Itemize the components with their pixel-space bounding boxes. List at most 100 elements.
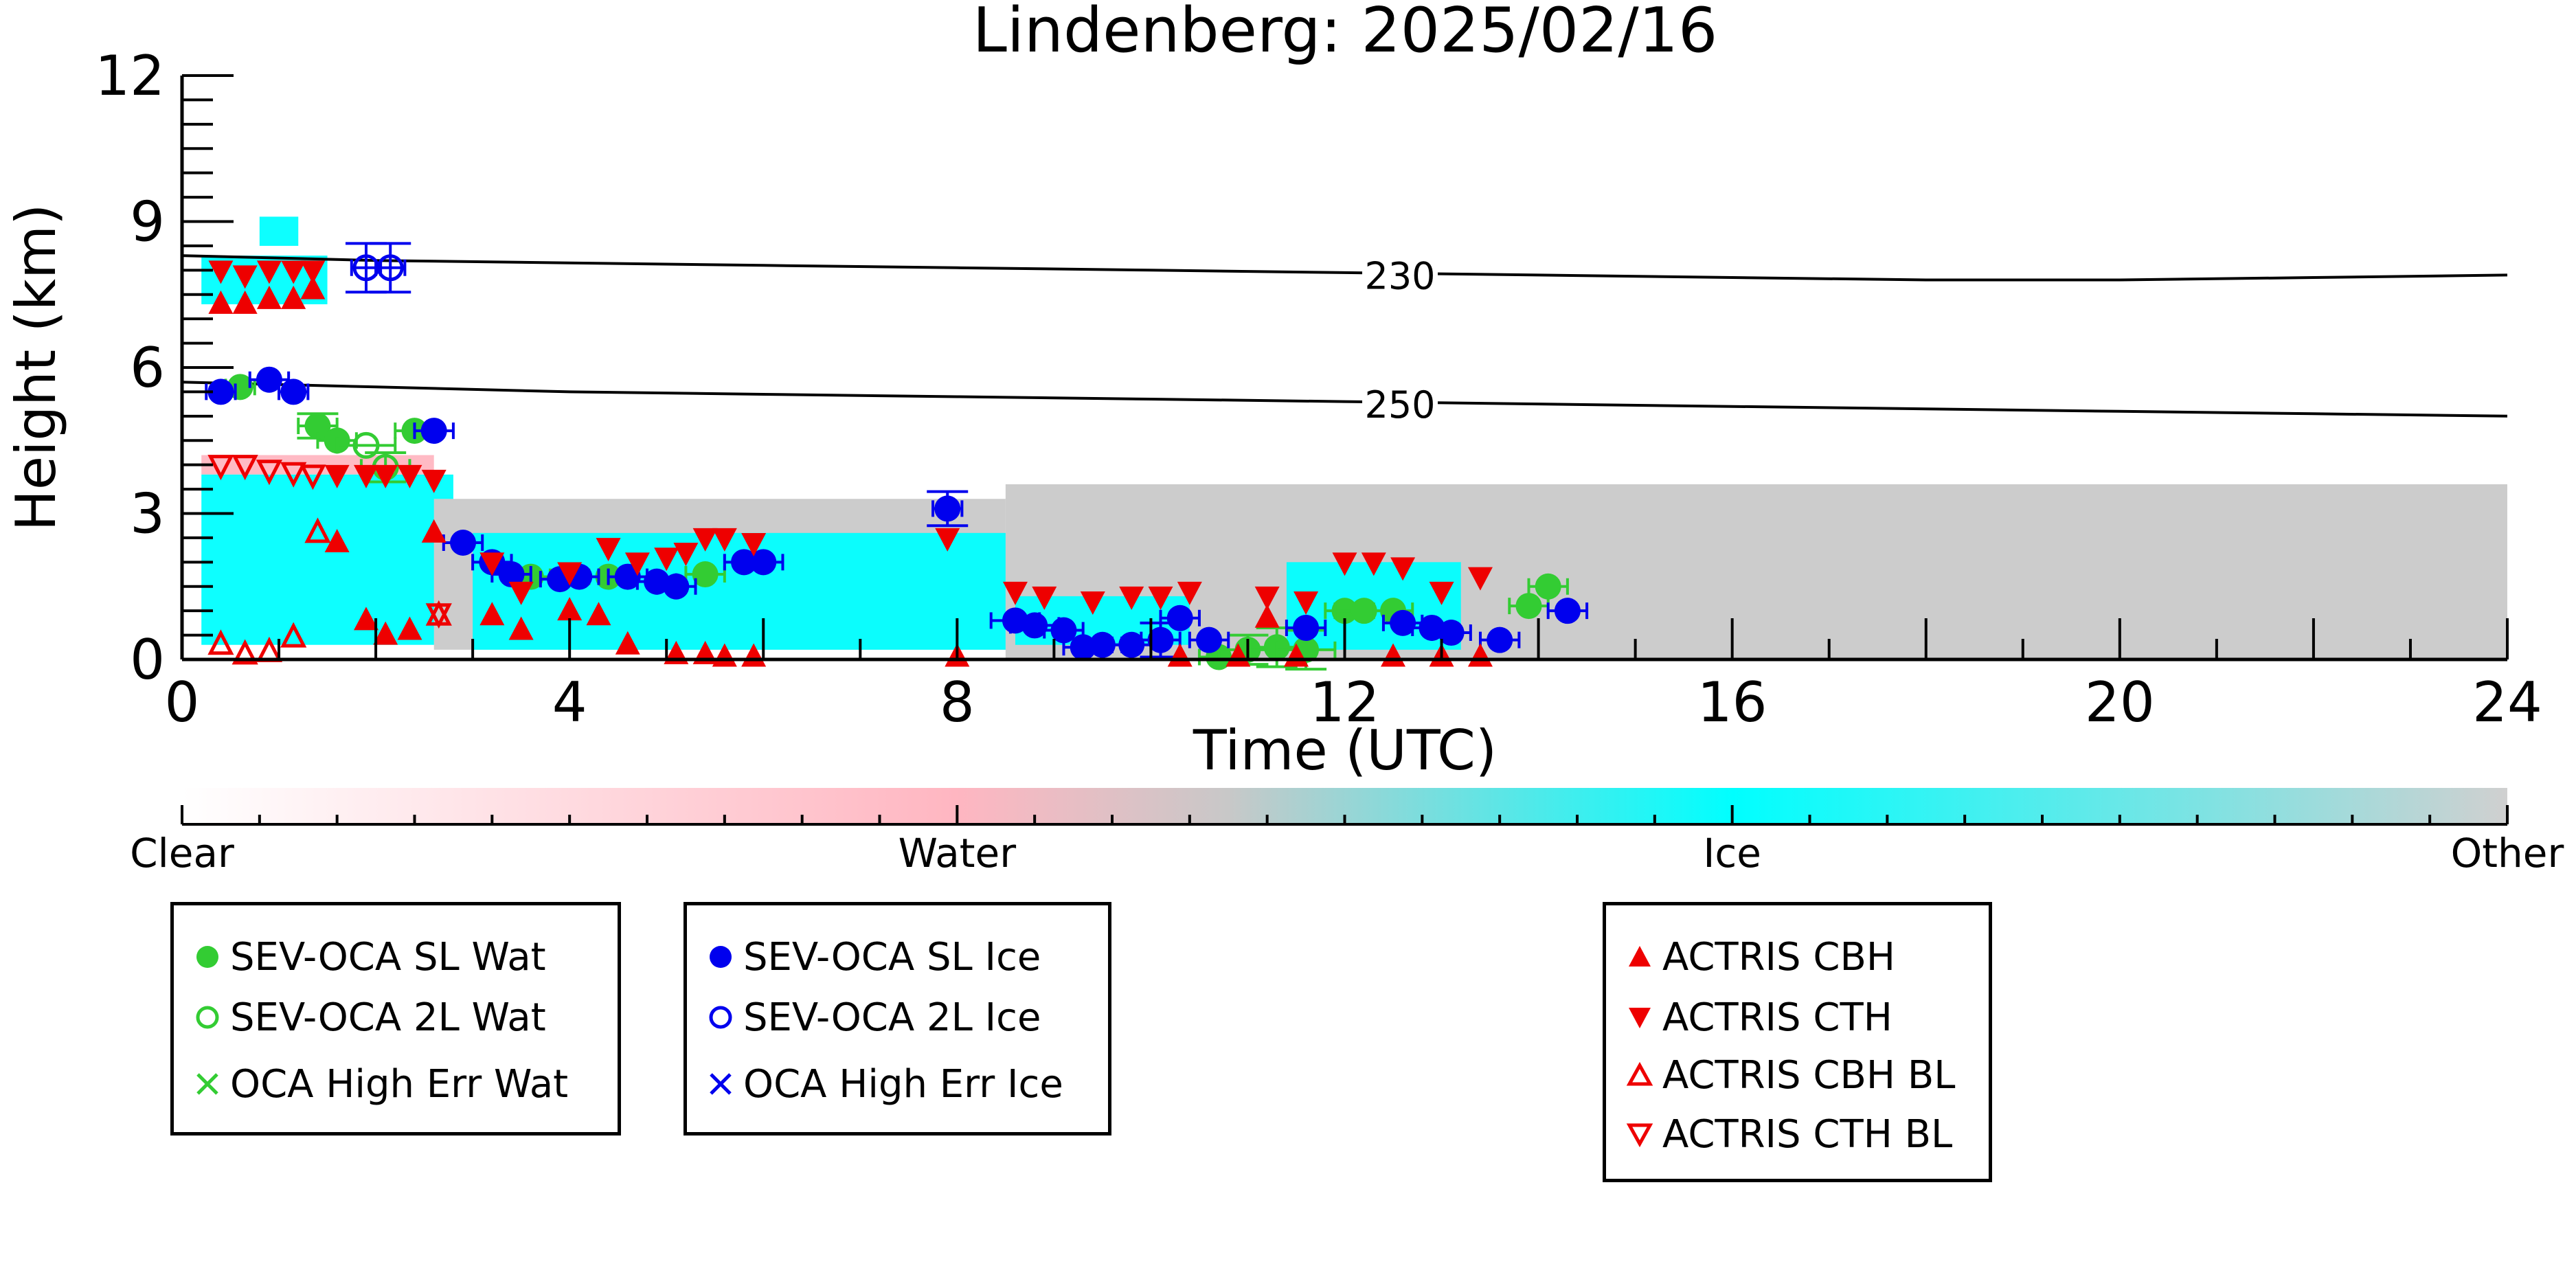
actris-cth-point — [373, 464, 398, 488]
x-tick-label: 8 — [940, 670, 975, 734]
actris-cth-point — [673, 543, 699, 567]
x-tick-label: 0 — [165, 670, 200, 734]
colorbar-label: Other — [2451, 830, 2564, 877]
actris-cth-point — [281, 260, 306, 284]
sev-oca-sl-ice-point — [1166, 605, 1193, 631]
sev-oca-sl-ice-point — [207, 379, 234, 405]
filled-circle-blue-icon — [710, 946, 732, 968]
actris-cth-point — [935, 528, 960, 552]
actris-cth-point — [1002, 581, 1028, 605]
legend-item: ACTRIS CTH BL — [1624, 1111, 1953, 1157]
sev-oca-sl-ice-point — [750, 549, 777, 576]
legend-label: SEV-OCA SL Wat — [230, 934, 546, 980]
actris-cth-point — [692, 528, 718, 552]
actris-cth-point — [1361, 552, 1386, 576]
axes: 0 3 6 9 12 0 4 8 12 16 20 24 Time (UTC) Height (km) — [4, 44, 2542, 782]
y-tick-label: 9 — [130, 190, 165, 254]
open-triangle-down-red-icon — [1626, 1123, 1653, 1148]
sev-oca-2l-ice-yerr — [370, 242, 411, 294]
y-tick-label: 3 — [130, 482, 165, 546]
actris-cbh-point — [300, 275, 326, 300]
sev-oca-sl-ice-point — [614, 563, 641, 590]
actris-cbh-bl-point — [304, 517, 331, 543]
actris-cth-point — [1177, 581, 1202, 605]
legend-item: SEV-OCA SL Wat — [192, 934, 546, 980]
sev-oca-sl-ice-point — [1554, 598, 1581, 624]
actris-cth-point — [1119, 586, 1144, 610]
sev-oca-sl-ice-point — [1390, 609, 1416, 636]
actris-cth-point — [624, 552, 650, 576]
actris-cth-point — [397, 464, 422, 488]
colorbar-label: Water — [899, 830, 1017, 877]
actris-cbh-point — [232, 290, 258, 314]
sev-oca-2l-wat-xerr — [335, 437, 397, 454]
actris-cth-bl-point — [300, 464, 326, 490]
actris-cbh-point — [508, 616, 534, 640]
legend-actris: ACTRIS CBH ACTRIS CTH ACTRIS CBH BL ACTR… — [1603, 902, 1992, 1182]
actris-cbh-point — [421, 519, 447, 543]
actris-cth-point — [557, 562, 583, 586]
cloud-height-markers — [205, 242, 1589, 671]
temperature-contours: 230 250 — [181, 254, 2508, 427]
legend-item: OCA High Err Ice — [705, 1062, 1063, 1107]
classification-region-ice — [259, 216, 299, 246]
actris-cbh-point — [1254, 604, 1280, 628]
sev-oca-sl-ice-point — [498, 561, 525, 588]
sev-oca-2l-wat-point — [352, 431, 380, 459]
actris-cbh-point — [373, 621, 398, 645]
actris-cbh-point — [397, 616, 422, 640]
actris-cth-point — [654, 547, 679, 572]
x-green-icon — [196, 1073, 218, 1095]
actris-cth-bl-point — [207, 455, 234, 481]
open-circle-blue-icon — [709, 1006, 732, 1029]
actris-cth-point — [1032, 586, 1057, 610]
actris-cbh-point — [353, 607, 379, 631]
actris-cth-point — [208, 260, 234, 284]
actris-cth-point — [741, 533, 767, 556]
contour-line-230 — [181, 254, 2508, 282]
sev-oca-2l-ice-point — [376, 254, 404, 282]
legend-ice: SEV-OCA SL Ice SEV-OCA 2L Ice OCA High E… — [683, 902, 1111, 1136]
sev-oca-sl-ice-point — [1021, 612, 1048, 639]
actris-cth-bl-point — [425, 603, 452, 629]
legend-item: ACTRIS CTH — [1624, 995, 1893, 1040]
sev-oca-sl-wat-point — [304, 413, 331, 439]
actris-cth-point — [479, 552, 505, 576]
contour-label-bg — [1362, 254, 1438, 296]
sev-oca-sl-wat-point — [1515, 593, 1542, 620]
actris-cbh-bl-point — [231, 639, 258, 665]
y-tick-label: 0 — [130, 628, 165, 692]
legend-label: SEV-OCA 2L Wat — [230, 995, 546, 1040]
sev-oca-sl-ice-point — [1438, 620, 1465, 646]
sev-oca-sl-ice-point — [450, 530, 477, 556]
actris-cbh-bl-point — [207, 629, 234, 655]
sev-oca-sl-ice-point — [1118, 631, 1145, 658]
actris-cth-point — [1148, 586, 1173, 610]
legend-label: ACTRIS CTH BL — [1662, 1111, 1953, 1157]
actris-cbh-bl-point — [280, 622, 307, 648]
triangle-up-red-icon — [1629, 946, 1651, 967]
sev-oca-sl-ice-point — [1487, 626, 1513, 653]
actris-cbh-point — [208, 290, 234, 314]
actris-cth-bl-point — [280, 462, 307, 488]
actris-cbh-point — [615, 631, 640, 655]
actris-cth-point — [324, 464, 350, 488]
classification-region-ice — [201, 474, 453, 645]
sev-oca-sl-wat-point — [1535, 573, 1561, 600]
actris-cbh-point — [281, 285, 306, 309]
colorbar-label: Clear — [130, 830, 234, 877]
classification-background — [201, 216, 2508, 659]
sev-oca-sl-ice-point — [934, 495, 961, 522]
open-triangle-up-red-icon — [1626, 1061, 1653, 1086]
actris-cth-point — [353, 464, 379, 488]
triangle-down-red-icon — [1629, 1008, 1651, 1028]
x-blue-icon — [710, 1073, 732, 1095]
colorbar-label: Ice — [1703, 830, 1761, 877]
x-axis-label: Time (UTC) — [1193, 719, 1497, 782]
actris-cth-point — [1429, 581, 1454, 605]
sev-oca-sl-wat-point — [1351, 598, 1377, 624]
sev-oca-sl-wat-point — [692, 561, 719, 588]
y-tick-label: 6 — [130, 336, 165, 400]
sev-oca-sl-ice-point — [256, 366, 282, 393]
actris-cth-point — [1293, 591, 1319, 615]
